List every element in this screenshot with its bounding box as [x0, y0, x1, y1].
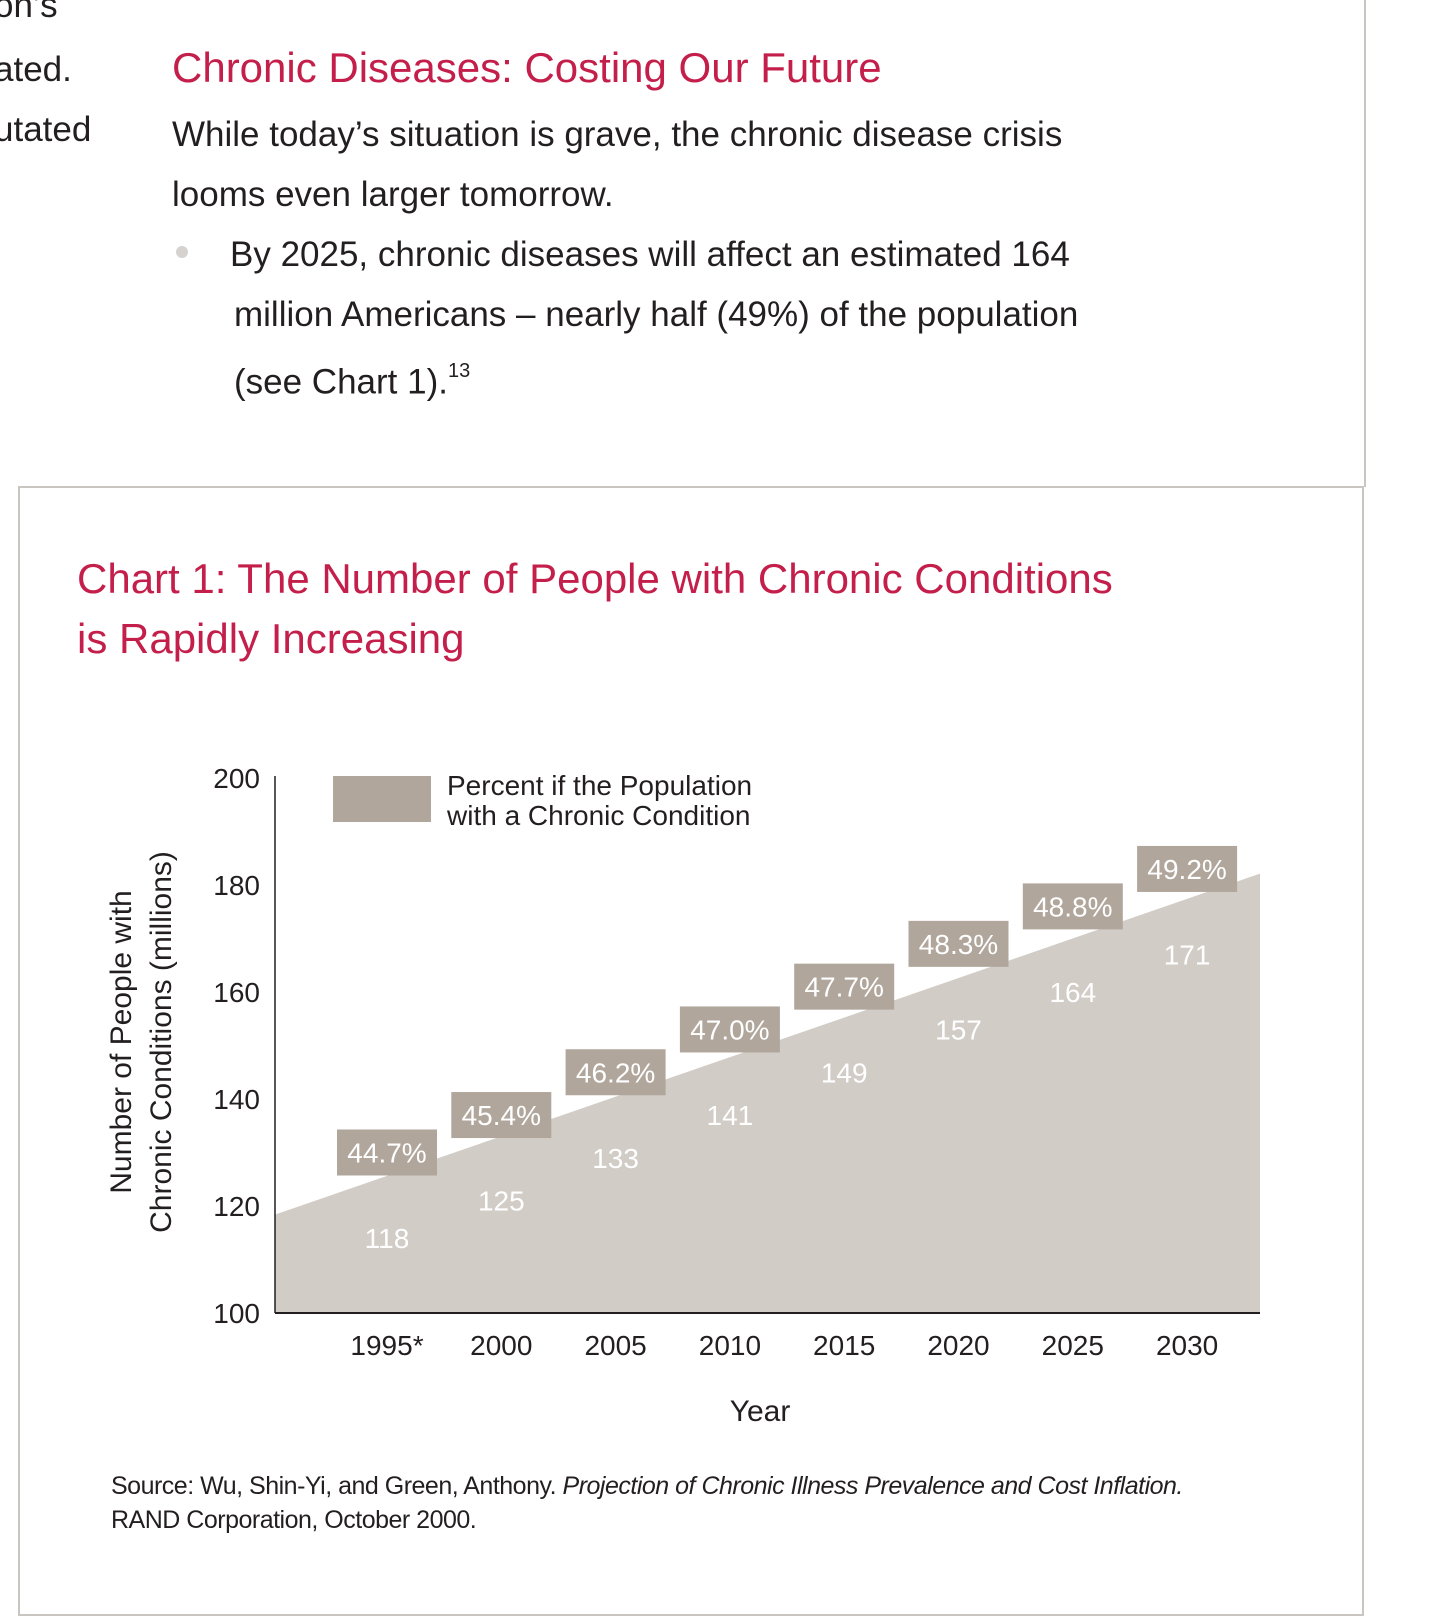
percent-box — [451, 1092, 552, 1139]
x-tick-label: 1995* — [350, 1330, 423, 1361]
percent-box — [1137, 845, 1238, 892]
y-tick-label: 200 — [213, 763, 260, 794]
y-axis-title: Chronic Conditions (millions) — [145, 851, 178, 1233]
data-label: 118 — [365, 1223, 410, 1254]
bullet-dot-icon — [176, 246, 188, 258]
intro-line: looms even larger tomorrow. — [172, 175, 614, 214]
left-column-fragment: utated — [0, 110, 92, 149]
legend-label: with a Chronic Condition — [446, 800, 751, 831]
data-label: 141 — [707, 1100, 754, 1131]
source-prefix: Source: Wu, Shin-Yi, and Green, Anthony. — [111, 1472, 563, 1500]
data-label: 157 — [935, 1014, 982, 1045]
data-label: 149 — [821, 1057, 868, 1088]
page-border — [1364, 0, 1366, 487]
y-tick-label: 180 — [213, 870, 260, 901]
percent-label: 44.7% — [347, 1138, 426, 1169]
x-axis-title: Year — [730, 1395, 791, 1428]
chart-title: is Rapidly Increasing — [77, 615, 465, 662]
percent-label: 48.3% — [919, 929, 998, 960]
x-tick-label: 2020 — [927, 1330, 989, 1361]
bullet-text: (see Chart 1). — [234, 362, 448, 402]
bullet-line: (see Chart 1).13 — [234, 345, 470, 413]
left-column-fragment: on’s — [0, 0, 58, 25]
y-tick-label: 100 — [213, 1298, 260, 1329]
section-heading: Chronic Diseases: Costing Our Future — [172, 44, 882, 91]
bullet-line: By 2025, chronic diseases will affect an… — [230, 235, 1070, 274]
data-label: 164 — [1049, 977, 1096, 1008]
y-tick-label: 140 — [213, 1084, 260, 1115]
percent-label: 48.8% — [1033, 891, 1112, 922]
source-line: RAND Corporation, October 2000. — [111, 1506, 477, 1534]
legend-label: Percent if the Population — [447, 770, 752, 801]
percent-box — [337, 1129, 437, 1176]
data-label: 125 — [478, 1186, 525, 1217]
x-tick-label: 2030 — [1156, 1330, 1218, 1361]
percent-label: 45.4% — [462, 1100, 541, 1131]
bullet-line: million Americans – nearly half (49%) of… — [234, 295, 1079, 334]
percent-label: 47.7% — [804, 972, 883, 1003]
percent-box — [794, 963, 895, 1010]
y-tick-label: 160 — [213, 977, 260, 1008]
percent-box — [679, 1006, 780, 1053]
data-label: 171 — [1164, 940, 1211, 971]
percent-label: 46.2% — [576, 1057, 655, 1088]
data-label: 133 — [592, 1143, 639, 1174]
x-tick-label: 2005 — [584, 1330, 646, 1361]
area-series — [275, 873, 1260, 1313]
left-column-fragment: ated. — [0, 50, 72, 89]
percent-label: 47.0% — [690, 1014, 769, 1045]
x-tick-label: 2015 — [813, 1330, 875, 1361]
intro-line: While today’s situation is grave, the ch… — [172, 115, 1063, 154]
x-tick-label: 2025 — [1042, 1330, 1104, 1361]
x-tick-label: 2010 — [699, 1330, 761, 1361]
y-axis-title: Number of People with — [105, 890, 138, 1194]
percent-box — [1022, 883, 1123, 930]
footnote-ref[interactable]: 13 — [447, 360, 471, 382]
source-line: Source: Wu, Shin-Yi, and Green, Anthony.… — [111, 1472, 1183, 1501]
percent-box — [565, 1049, 666, 1096]
legend-swatch — [333, 776, 431, 822]
y-tick-label: 120 — [213, 1191, 260, 1222]
percent-box — [908, 920, 1009, 967]
percent-label: 49.2% — [1147, 854, 1226, 885]
chart-title: Chart 1: The Number of People with Chron… — [77, 555, 1113, 602]
x-tick-label: 2000 — [470, 1330, 532, 1361]
source-title: Projection of Chronic Illness Prevalence… — [562, 1472, 1184, 1500]
